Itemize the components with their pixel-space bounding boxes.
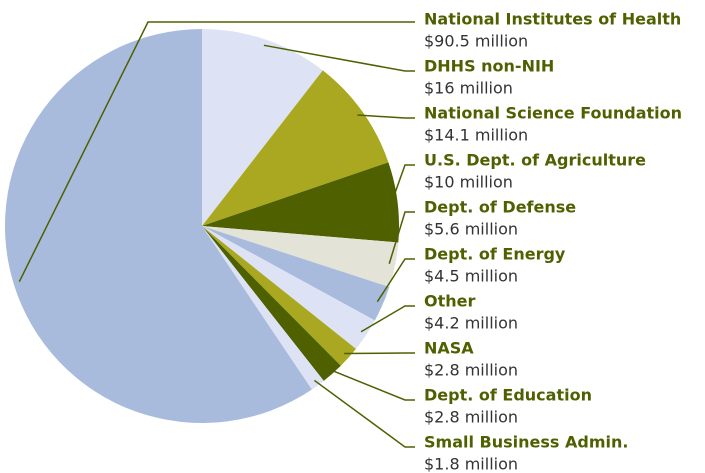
pie-slice — [202, 29, 323, 226]
value-label: $4.5 million — [424, 267, 518, 286]
value-label: $14.1 million — [424, 126, 528, 145]
pie-slice — [202, 226, 375, 349]
value-label: $5.6 million — [424, 220, 518, 239]
pie-slice — [202, 70, 389, 227]
slice-label: Dept. of Defense — [424, 198, 576, 217]
slice-label: U.S. Dept. of Agriculture — [424, 151, 646, 170]
slice-label: NASA — [424, 339, 474, 358]
slice-label: National Institutes of Health — [424, 10, 681, 29]
slice-label: National Science Foundation — [424, 104, 682, 123]
leader-line — [328, 368, 415, 401]
pie-slice — [202, 226, 324, 390]
pie-slice — [202, 226, 356, 366]
leader-line — [344, 352, 415, 355]
leader-line — [263, 44, 415, 72]
slice-label: DHHS non-NIH — [424, 57, 554, 76]
leader-line — [360, 305, 415, 333]
leader-line — [313, 379, 415, 448]
slice-label: Dept. of Education — [424, 386, 592, 405]
pie-slice — [202, 226, 390, 321]
pie-slice — [202, 226, 341, 381]
value-label: $90.5 million — [424, 32, 528, 51]
value-label: $10 million — [424, 173, 513, 192]
pie-slice — [202, 162, 399, 243]
leader-line — [388, 211, 415, 264]
value-label: $1.8 million — [424, 455, 518, 473]
pie-slice — [202, 226, 399, 287]
slice-label: Other — [424, 292, 475, 311]
value-label: $4.2 million — [424, 314, 518, 333]
value-label: $2.8 million — [424, 408, 518, 427]
pie-slice — [4, 29, 312, 423]
leader-line — [18, 21, 415, 283]
value-label: $16 million — [424, 79, 513, 98]
value-label: $2.8 million — [424, 361, 518, 380]
leader-line — [390, 164, 415, 203]
slice-label: Dept. of Energy — [424, 245, 566, 264]
leader-line — [376, 258, 415, 303]
slice-label: Small Business Admin. — [424, 433, 628, 452]
leader-line — [357, 114, 415, 119]
